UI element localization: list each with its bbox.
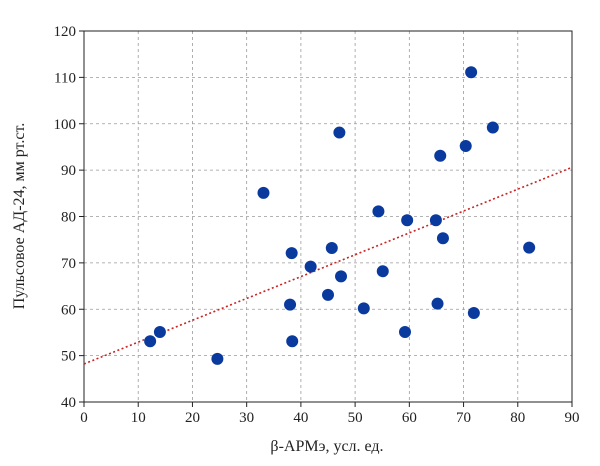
grid-lines <box>84 31 572 402</box>
data-point <box>465 66 478 79</box>
y-tick-label: 120 <box>54 24 77 40</box>
data-point <box>459 140 472 153</box>
data-point <box>436 232 449 245</box>
data-point <box>284 298 297 311</box>
data-point <box>144 335 157 348</box>
x-tick-label: 20 <box>185 410 200 426</box>
data-point <box>523 241 536 254</box>
data-point <box>398 325 411 338</box>
y-tick-label: 110 <box>54 70 76 86</box>
data-point <box>431 297 444 310</box>
trendline-group <box>83 166 573 365</box>
data-point <box>257 186 270 199</box>
y-tick-label: 100 <box>54 117 77 133</box>
data-point <box>376 265 389 278</box>
data-point <box>286 335 299 348</box>
y-tick-label: 60 <box>61 302 76 318</box>
data-point <box>211 352 224 365</box>
data-point <box>467 306 480 319</box>
data-point <box>325 242 338 255</box>
data-point <box>333 126 346 139</box>
y-tick-label: 90 <box>61 163 76 179</box>
x-tick-label: 60 <box>402 410 417 426</box>
regression-line <box>83 166 573 365</box>
y-tick-label: 70 <box>61 256 76 272</box>
x-tick-label: 90 <box>565 410 580 426</box>
data-point <box>304 260 317 273</box>
x-tick-label: 30 <box>239 410 254 426</box>
y-tick-label: 40 <box>61 395 76 411</box>
y-tick-label: 50 <box>61 349 76 365</box>
data-point <box>486 121 499 134</box>
x-tick-label: 0 <box>80 410 88 426</box>
data-point <box>322 288 334 301</box>
data-point <box>401 214 414 227</box>
data-point <box>434 149 447 162</box>
x-tick-label: 10 <box>131 410 146 426</box>
x-axis-label: β-APMэ, усл. ед. <box>270 438 383 455</box>
data-point <box>335 270 348 283</box>
axis-ticks: 0 10 20 30 40 50 60 70 80 90 40 50 60 70 80 90 100 110 120 <box>54 24 580 426</box>
x-tick-label: 40 <box>293 410 308 426</box>
y-tick-label: 80 <box>61 210 76 226</box>
x-tick-label: 50 <box>348 410 363 426</box>
data-points <box>144 66 536 365</box>
data-point <box>285 247 298 260</box>
data-point <box>357 302 370 315</box>
data-point <box>429 214 442 227</box>
y-axis-label: Пульсовое АД-24, мм рт.ст. <box>11 123 28 310</box>
data-point <box>372 205 385 218</box>
x-tick-label: 80 <box>510 410 525 426</box>
x-tick-label: 70 <box>456 410 471 426</box>
data-point <box>153 325 166 338</box>
